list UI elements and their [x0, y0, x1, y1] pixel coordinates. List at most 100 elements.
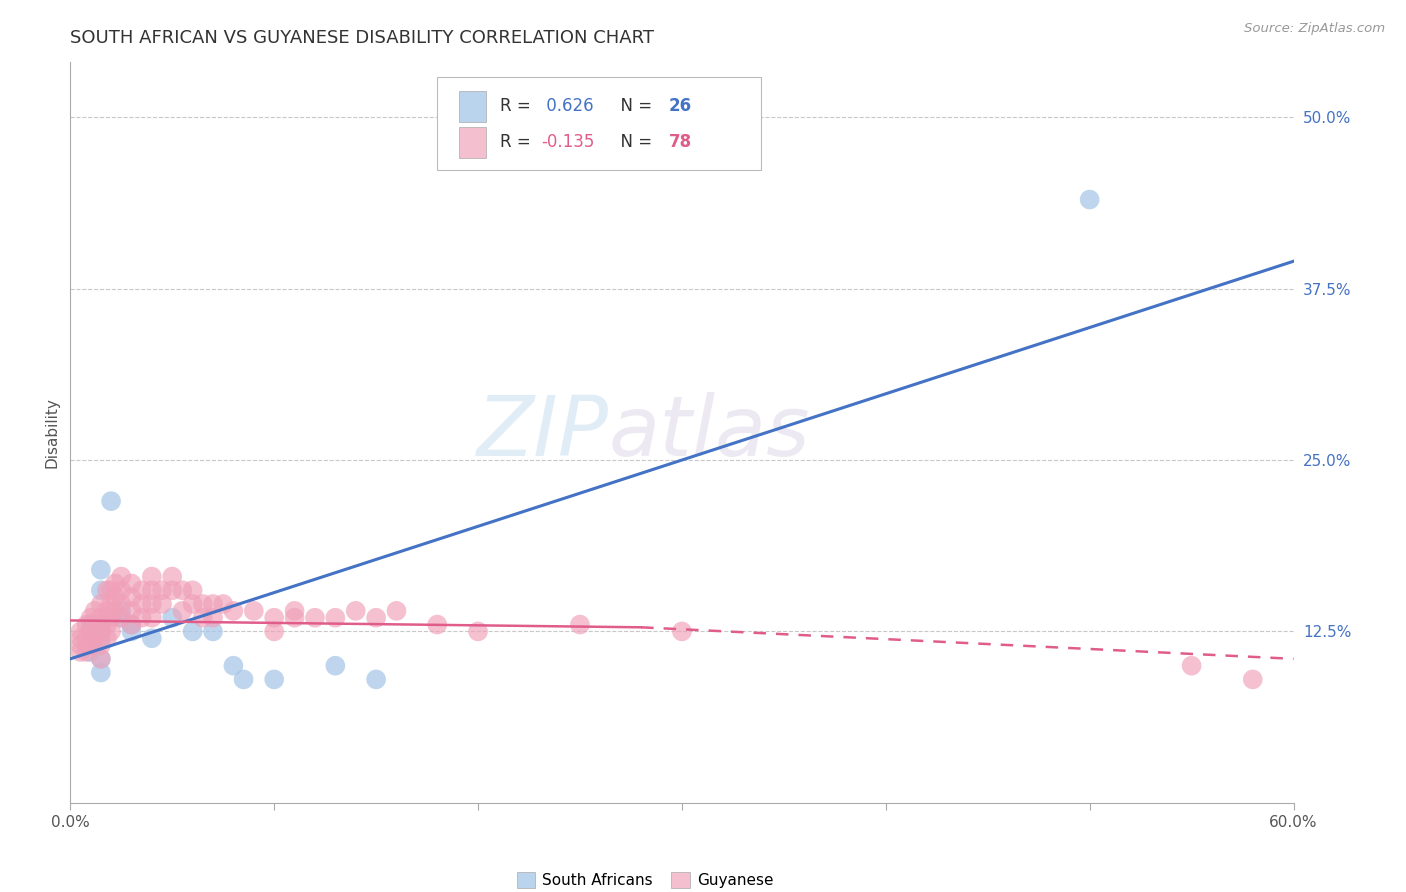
Point [104, 604, 127, 618]
Text: 0.626: 0.626 [541, 97, 593, 115]
Point [121, 624, 143, 639]
Point [110, 610, 132, 624]
Point [83, 604, 105, 618]
Point [1181, 658, 1204, 673]
Legend: South Africans, Guyanese: South Africans, Guyanese [510, 866, 780, 892]
Point [90, 624, 112, 639]
Text: Source: ZipAtlas.com: Source: ZipAtlas.com [1244, 22, 1385, 36]
Point [568, 617, 592, 632]
Point [90, 665, 112, 680]
Y-axis label: Disability: Disability [44, 397, 59, 468]
Point [202, 624, 225, 639]
Point [76, 645, 98, 659]
Point [100, 624, 122, 639]
Point [69, 632, 91, 646]
Point [79, 632, 103, 646]
Point [104, 576, 127, 591]
Point [90, 652, 112, 666]
Text: N =: N = [610, 133, 657, 152]
Point [121, 590, 143, 604]
Point [90, 652, 112, 666]
Point [131, 597, 153, 611]
Point [162, 569, 183, 583]
Point [212, 597, 235, 611]
Point [76, 632, 98, 646]
Point [263, 624, 285, 639]
Point [162, 610, 183, 624]
Text: atlas: atlas [609, 392, 810, 473]
Text: R =: R = [499, 97, 536, 115]
Point [141, 583, 163, 598]
Point [222, 604, 245, 618]
Point [100, 583, 122, 598]
Point [284, 604, 307, 618]
FancyBboxPatch shape [460, 127, 486, 158]
Point [304, 610, 326, 624]
Point [141, 597, 163, 611]
Point [323, 658, 347, 673]
Point [79, 624, 103, 639]
Point [110, 610, 132, 624]
Point [96, 604, 118, 618]
Point [90, 617, 112, 632]
Point [222, 658, 245, 673]
Point [323, 610, 347, 624]
Point [110, 597, 132, 611]
Point [141, 569, 163, 583]
Point [191, 597, 214, 611]
Point [96, 583, 118, 598]
Point [100, 494, 122, 508]
Point [76, 617, 98, 632]
Point [90, 638, 112, 652]
Text: 78: 78 [668, 133, 692, 152]
Text: N =: N = [610, 97, 657, 115]
Point [263, 610, 285, 624]
Point [79, 617, 103, 632]
Text: R =: R = [499, 133, 536, 152]
Point [83, 632, 105, 646]
Point [202, 597, 225, 611]
Point [90, 624, 112, 639]
Point [232, 673, 254, 687]
Point [181, 624, 204, 639]
Point [385, 604, 408, 618]
Point [1241, 673, 1264, 687]
Point [90, 610, 112, 624]
Point [79, 610, 103, 624]
Point [131, 583, 153, 598]
Point [79, 638, 103, 652]
Point [100, 610, 122, 624]
Point [79, 638, 103, 652]
Point [110, 569, 132, 583]
Point [96, 617, 118, 632]
Point [131, 610, 153, 624]
Point [121, 617, 143, 632]
Point [162, 583, 183, 598]
Point [121, 576, 143, 591]
Point [181, 597, 204, 611]
Point [69, 624, 91, 639]
Point [141, 610, 163, 624]
Point [79, 624, 103, 639]
Point [467, 624, 489, 639]
Text: 26: 26 [668, 97, 692, 115]
Point [150, 583, 173, 598]
Point [110, 583, 132, 598]
Point [263, 673, 285, 687]
Point [426, 617, 449, 632]
Point [243, 604, 266, 618]
Point [671, 624, 693, 639]
Point [344, 604, 367, 618]
Point [69, 645, 91, 659]
Point [90, 583, 112, 598]
Point [366, 610, 388, 624]
Point [141, 632, 163, 646]
Point [172, 604, 194, 618]
Point [191, 610, 214, 624]
Point [100, 597, 122, 611]
Point [69, 638, 91, 652]
Point [76, 638, 98, 652]
Point [181, 583, 204, 598]
Point [79, 645, 103, 659]
Point [110, 604, 132, 618]
